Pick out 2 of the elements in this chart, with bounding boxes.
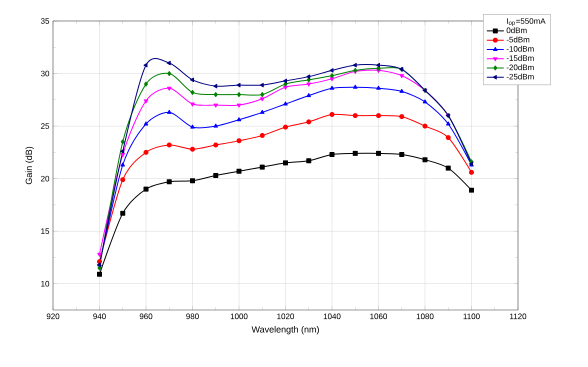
x-axis-title: Wavelength (nm) <box>252 326 319 334</box>
y-axis-title: Gain (dB) <box>25 146 34 184</box>
